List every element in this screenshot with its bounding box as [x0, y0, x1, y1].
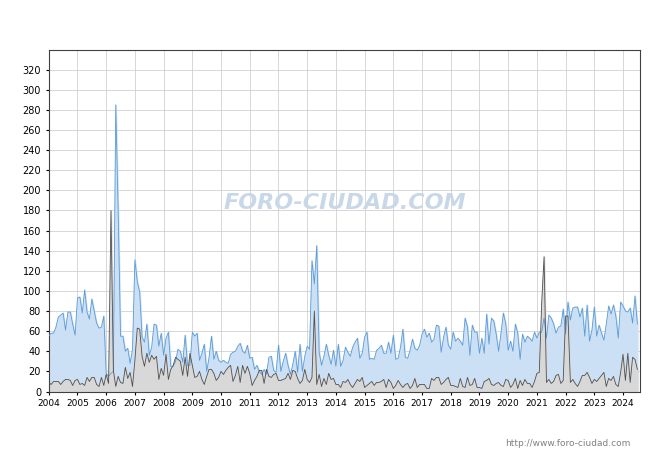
Text: Tomares - Evolucion del Nº de Transacciones Inmobiliarias: Tomares - Evolucion del Nº de Transaccio…: [124, 12, 526, 26]
Text: FORO-CIUDAD.COM: FORO-CIUDAD.COM: [223, 194, 466, 213]
Text: http://www.foro-ciudad.com: http://www.foro-ciudad.com: [505, 439, 630, 448]
